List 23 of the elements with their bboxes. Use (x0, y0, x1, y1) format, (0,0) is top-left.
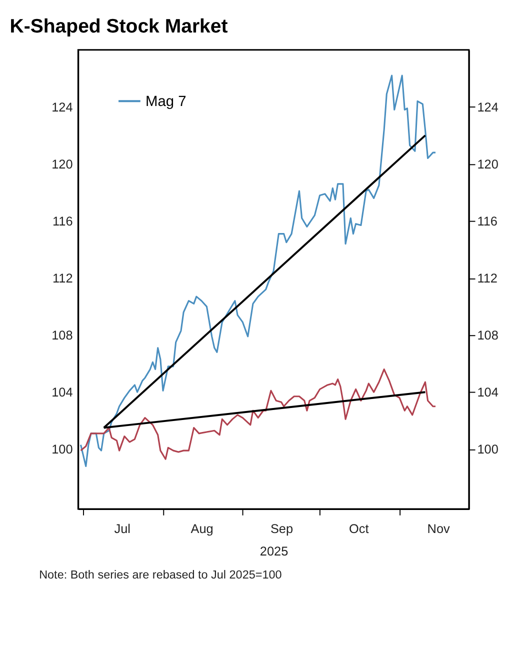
y2-tick-label: 100 (52, 442, 73, 457)
y2-tick-label: 112 (52, 271, 73, 286)
x-tick-label: Jul (114, 522, 130, 536)
x-tick-label: Oct (348, 522, 370, 536)
y2-tick-label: 124 (52, 100, 73, 114)
y2-tick-label: 108 (52, 328, 73, 342)
y-tick-label: 104 (477, 385, 498, 400)
y2-tick-label: 104 (52, 385, 73, 400)
y-tick-label: 124 (477, 100, 498, 114)
y2-tick-label: 116 (52, 214, 73, 228)
x-axis-title: 2025 (260, 544, 288, 558)
y-tick-label: 116 (477, 214, 498, 228)
text: Note: Both series are rebased to Jul 2025=100 (39, 568, 282, 582)
y2-tick-label: 120 (52, 157, 73, 172)
x-tick-label: Sep (270, 522, 294, 536)
y-tick-label: 100 (477, 442, 498, 457)
legend-label: Mag 7 (146, 94, 186, 110)
x-tick-label: Nov (427, 522, 450, 536)
y-tick-label: 108 (477, 328, 498, 342)
chart-title: K-Shaped Stock Market (10, 15, 228, 38)
y-tick-label: 112 (477, 271, 498, 286)
x-tick-label: Aug (190, 522, 214, 536)
y-tick-label: 120 (477, 157, 498, 172)
